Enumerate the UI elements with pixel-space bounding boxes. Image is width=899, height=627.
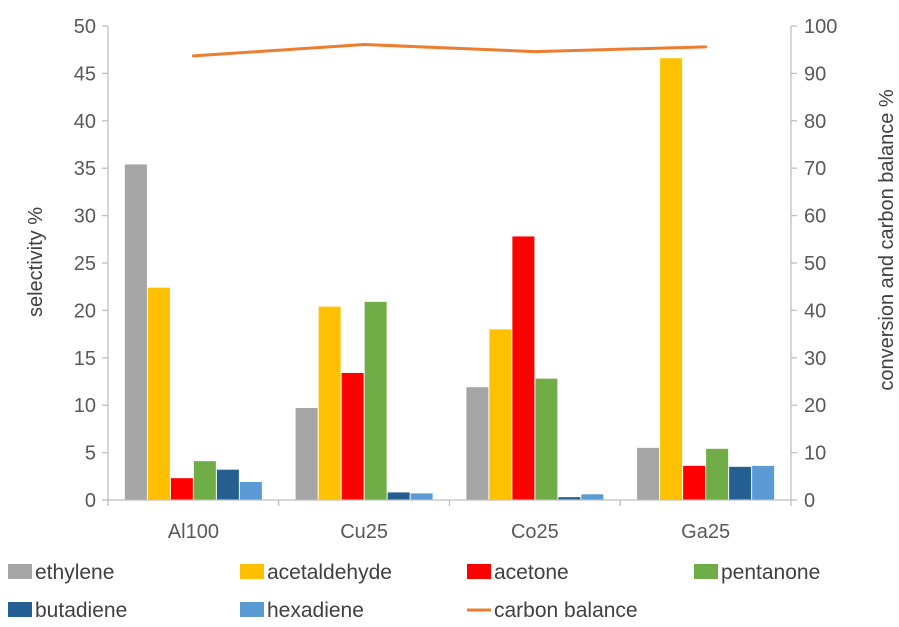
legend-swatch <box>240 564 264 579</box>
bar-ethylene-co25 <box>466 387 489 500</box>
bar-acetone-co25 <box>512 236 535 500</box>
left-tick-label: 50 <box>74 16 96 38</box>
left-tick-label: 25 <box>74 253 96 275</box>
legend-label: butadiene <box>35 599 127 622</box>
x-tick-label: Co25 <box>511 521 559 543</box>
right-tick-label: 30 <box>804 348 826 370</box>
bar-acetone-cu25 <box>341 372 364 500</box>
bar-acetaldehyde-al100 <box>147 287 170 500</box>
bar-hexadiene-cu25 <box>410 493 433 500</box>
left-tick-label: 10 <box>74 395 96 417</box>
bar-ethylene-cu25 <box>295 408 318 500</box>
right-axis: 0 10 20 30 40 50 60 70 80 90 100 <box>790 16 837 512</box>
bar-ethylene-al100 <box>124 164 147 500</box>
legend-swatch <box>8 564 32 579</box>
legend-label: acetaldehyde <box>267 561 392 584</box>
bar-pentanone-al100 <box>193 461 216 500</box>
right-tick-label: 0 <box>804 490 815 512</box>
legend-label: ethylene <box>35 561 114 584</box>
left-tick-label: 30 <box>74 206 96 228</box>
legend-item-acetone: acetone <box>467 561 569 584</box>
y2-axis-title: conversion and carbon balance % <box>876 89 898 391</box>
x-axis: Al100 Cu25 Co25 Ga25 <box>107 499 792 543</box>
y-axis-title: selectivity % <box>25 207 47 317</box>
legend-label: carbon balance <box>494 599 638 622</box>
right-tick-label: 40 <box>804 300 826 322</box>
left-tick-label: 20 <box>74 300 96 322</box>
right-tick-label: 80 <box>804 111 826 133</box>
legend-item-carbon-balance: carbon balance <box>467 599 638 622</box>
left-axis: 0 5 10 15 20 25 30 35 40 45 50 <box>74 16 109 512</box>
legend-item-pentanone: pentanone <box>694 561 820 584</box>
legend-item-butadiene: butadiene <box>8 599 127 622</box>
legend-item-ethylene: ethylene <box>8 561 114 584</box>
left-tick-label: 0 <box>85 490 96 512</box>
bar-acetaldehyde-co25 <box>489 329 512 500</box>
legend-swatch <box>240 602 264 617</box>
legend-label: hexadiene <box>267 599 364 622</box>
legend-swatch <box>694 564 718 579</box>
legend-swatch <box>8 602 32 617</box>
right-tick-label: 100 <box>804 16 837 38</box>
x-tick-label: Ga25 <box>681 521 730 543</box>
left-tick-label: 45 <box>74 63 96 85</box>
legend-label: acetone <box>494 561 569 584</box>
bar-pentanone-co25 <box>535 378 558 500</box>
right-tick-label: 60 <box>804 206 826 228</box>
legend: ethylene acetaldehyde acetone pentanone buta… <box>8 561 820 622</box>
bar-hexadiene-co25 <box>581 494 604 500</box>
bar-ethylene-ga25 <box>637 447 660 500</box>
right-tick-label: 10 <box>804 443 826 465</box>
right-tick-label: 20 <box>804 395 826 417</box>
legend-item-acetaldehyde: acetaldehyde <box>240 561 392 584</box>
bar-acetaldehyde-cu25 <box>318 306 341 500</box>
left-tick-label: 15 <box>74 348 96 370</box>
bar-acetone-ga25 <box>683 465 706 500</box>
bar-butadiene-cu25 <box>387 492 410 500</box>
legend-swatch <box>467 564 491 579</box>
x-tick-label: Al100 <box>168 521 219 543</box>
plot-area <box>124 42 775 501</box>
bar-hexadiene-ga25 <box>752 465 775 500</box>
legend-item-hexadiene: hexadiene <box>240 599 364 622</box>
bar-pentanone-ga25 <box>706 448 729 500</box>
right-tick-label: 70 <box>804 158 826 180</box>
x-tick-label: Cu25 <box>340 521 388 543</box>
bar-pentanone-cu25 <box>364 301 387 500</box>
left-tick-label: 40 <box>74 111 96 133</box>
right-tick-label: 90 <box>804 63 826 85</box>
bar-butadiene-al100 <box>216 469 239 500</box>
bar-hexadiene-al100 <box>239 481 262 500</box>
line-carbon-balance <box>191 42 708 58</box>
bar-acetone-al100 <box>170 478 193 500</box>
left-tick-label: 35 <box>74 158 96 180</box>
bar-acetaldehyde-ga25 <box>660 58 683 501</box>
bar-butadiene-ga25 <box>729 466 752 500</box>
left-tick-label: 5 <box>85 443 96 465</box>
legend-label: pentanone <box>721 561 820 584</box>
right-tick-label: 50 <box>804 253 826 275</box>
bar-butadiene-co25 <box>558 497 581 500</box>
